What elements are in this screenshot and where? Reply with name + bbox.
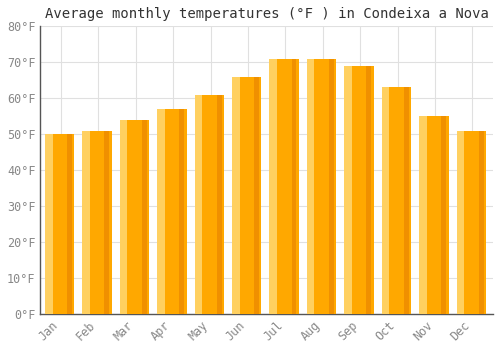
Bar: [180, 109, 184, 314]
Bar: [160, 109, 186, 314]
Bar: [382, 88, 390, 314]
Bar: [234, 77, 262, 314]
Bar: [366, 66, 372, 314]
Bar: [292, 59, 296, 314]
Bar: [67, 134, 72, 314]
Bar: [270, 59, 277, 314]
Bar: [232, 77, 239, 314]
Bar: [459, 131, 486, 314]
Bar: [45, 134, 52, 314]
Bar: [272, 59, 299, 314]
Title: Average monthly temperatures (°F ) in Condeixa a Nova: Average monthly temperatures (°F ) in Co…: [44, 7, 488, 21]
Bar: [197, 94, 224, 314]
Bar: [85, 131, 112, 314]
Bar: [122, 120, 149, 314]
Bar: [442, 116, 446, 314]
Bar: [422, 116, 448, 314]
Bar: [157, 109, 165, 314]
Bar: [307, 59, 314, 314]
Bar: [347, 66, 374, 314]
Bar: [456, 131, 464, 314]
Bar: [404, 88, 408, 314]
Bar: [310, 59, 336, 314]
Bar: [344, 66, 352, 314]
Bar: [384, 88, 411, 314]
Bar: [194, 94, 202, 314]
Bar: [329, 59, 334, 314]
Bar: [104, 131, 110, 314]
Bar: [419, 116, 426, 314]
Bar: [478, 131, 484, 314]
Bar: [120, 120, 128, 314]
Bar: [142, 120, 147, 314]
Bar: [217, 94, 222, 314]
Bar: [48, 134, 74, 314]
Bar: [254, 77, 259, 314]
Bar: [82, 131, 90, 314]
